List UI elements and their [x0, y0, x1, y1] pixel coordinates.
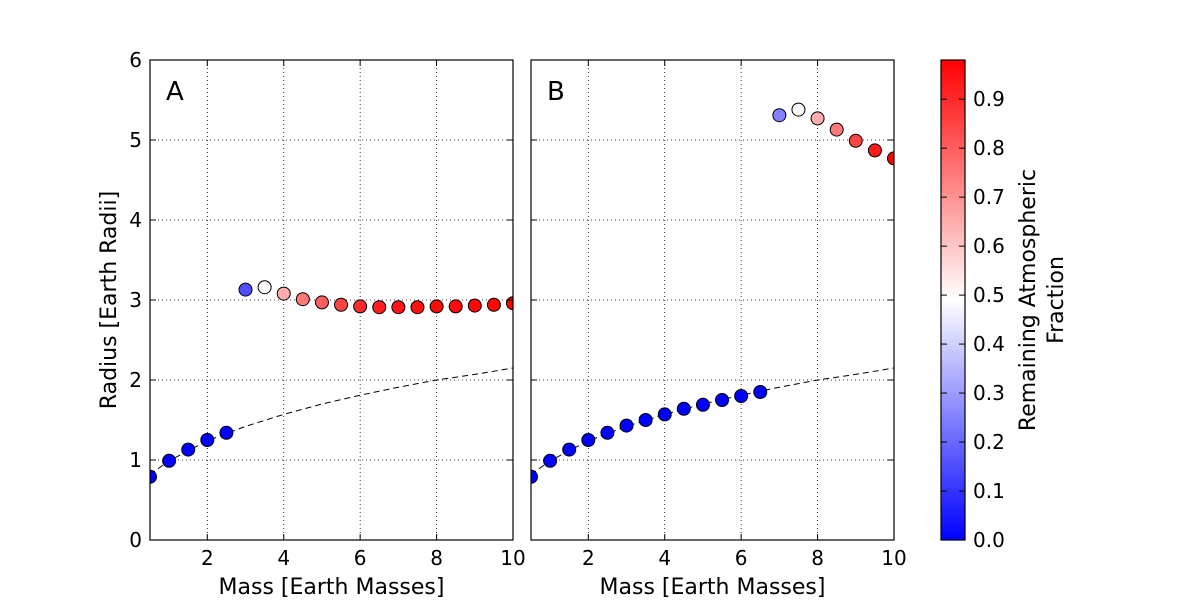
x-tick-label: 8 — [430, 546, 443, 570]
data-point — [829, 122, 844, 137]
x-axis-label: Mass [Earth Masses] — [219, 575, 445, 600]
data-point — [715, 393, 730, 407]
reference-curve — [150, 367, 513, 475]
colorbar-tick-label: 0.8 — [973, 136, 1005, 160]
x-tick-label: 10 — [881, 546, 906, 570]
data-point — [600, 425, 615, 440]
data-point — [162, 453, 177, 468]
data-point — [753, 385, 768, 399]
data-point — [887, 151, 894, 166]
data-point — [295, 292, 310, 307]
colorbar-tick-label: 0.2 — [973, 430, 1005, 454]
data-point — [676, 401, 691, 416]
data-point — [219, 425, 234, 440]
y-tick-label: 1 — [129, 448, 142, 472]
colorbar-tick-label: 0.4 — [973, 332, 1005, 356]
data-point — [867, 143, 882, 158]
colorbar-tick-label: 0.1 — [973, 479, 1005, 503]
data-point — [150, 469, 157, 484]
data-point — [657, 407, 672, 422]
data-point — [562, 442, 577, 457]
panel-label: A — [166, 77, 184, 107]
colorbar-label: Fraction — [1044, 256, 1069, 344]
data-point — [276, 286, 291, 301]
x-tick-label: 8 — [811, 546, 824, 570]
data-point — [619, 418, 634, 433]
y-tick-label: 0 — [129, 528, 142, 552]
y-tick-label: 5 — [129, 128, 142, 152]
y-tick-label: 3 — [129, 288, 142, 312]
data-point — [810, 111, 825, 126]
data-point — [200, 433, 215, 447]
x-tick-label: 6 — [354, 546, 367, 570]
data-point — [410, 300, 425, 315]
data-point — [181, 442, 196, 457]
colorbar-tick-label: 0.6 — [973, 234, 1005, 258]
data-point — [531, 469, 538, 484]
reference-curve — [531, 367, 894, 475]
x-tick-label: 4 — [658, 546, 671, 570]
data-point — [695, 397, 710, 412]
data-point — [314, 295, 329, 310]
y-axis-label: Radius [Earth Radii] — [97, 191, 122, 409]
colorbar-bar — [940, 59, 966, 541]
colorbar-tick-label: 0.7 — [973, 185, 1005, 209]
x-tick-label: 4 — [277, 546, 290, 570]
data-point — [257, 280, 272, 295]
data-point — [467, 298, 482, 313]
colorbar-label: Remaining Atmospheric — [1016, 169, 1041, 431]
x-tick-label: 2 — [582, 546, 595, 570]
data-point — [772, 108, 787, 123]
x-tick-label: 10 — [500, 546, 525, 570]
colorbar-tick-label: 0.3 — [973, 381, 1005, 405]
data-point — [334, 297, 349, 312]
panel-label: B — [547, 77, 565, 107]
data-point — [486, 297, 501, 312]
data-point — [353, 299, 368, 314]
y-tick-label: 6 — [129, 48, 142, 72]
data-point — [581, 433, 596, 447]
y-tick-label: 4 — [129, 208, 142, 232]
data-point — [791, 102, 806, 117]
panel-b: 2 4 6 8 10 B Mass [Earth Masses] — [530, 59, 907, 600]
data-point — [372, 300, 387, 315]
data-point — [638, 413, 653, 427]
colorbar: 0.0 0.1 0.2 0.3 0.4 0.5 0.6 0.7 0.8 0.9 Remaining … — [940, 59, 1069, 552]
x-axis-label: Mass [Earth Masses] — [600, 575, 826, 600]
x-tick-label: 2 — [201, 546, 214, 570]
colorbar-tick-label: 0.0 — [973, 528, 1005, 552]
data-point — [734, 389, 749, 403]
x-tick-label: 6 — [735, 546, 748, 570]
colorbar-tick-label: 0.5 — [973, 283, 1005, 307]
data-point — [848, 133, 863, 148]
y-tick-label: 2 — [129, 368, 142, 392]
data-point — [543, 453, 558, 468]
data-point — [238, 282, 253, 297]
data-point — [429, 299, 444, 314]
data-point — [391, 300, 406, 315]
colorbar-tick-label: 0.9 — [973, 87, 1005, 111]
data-point — [448, 299, 463, 314]
